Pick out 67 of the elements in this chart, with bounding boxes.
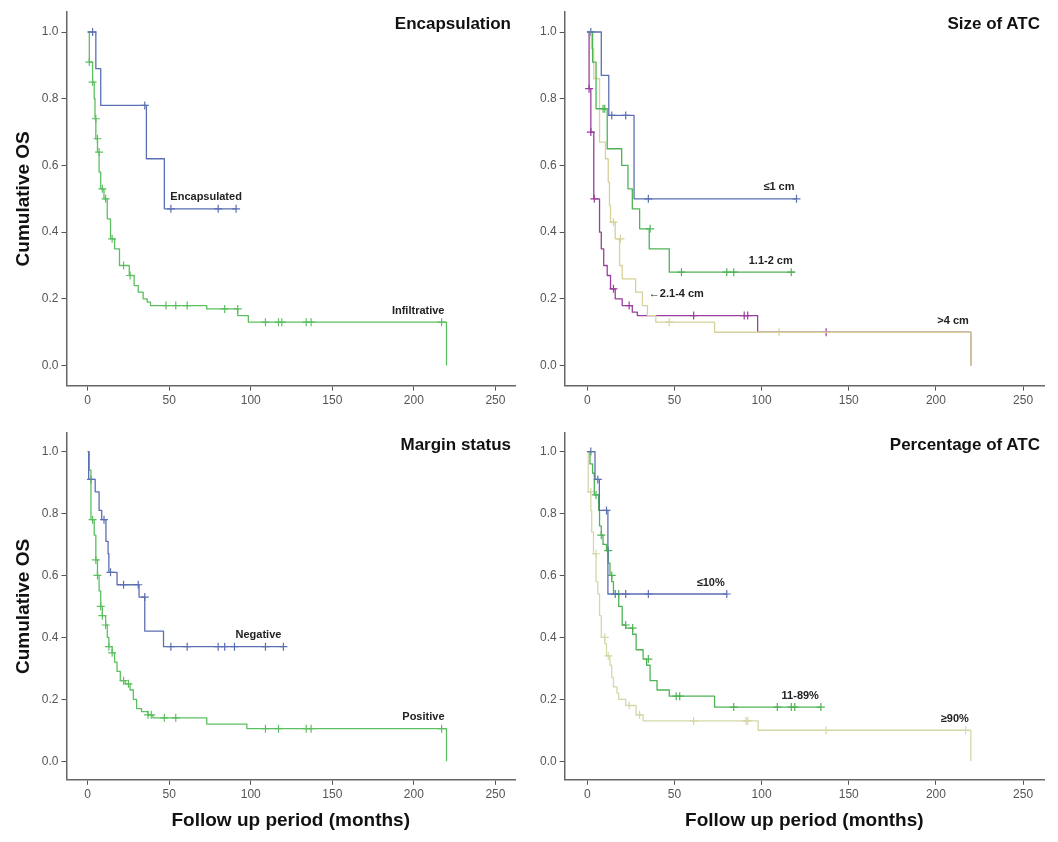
x-tick-label: 100 — [240, 393, 262, 408]
x-axis-title: Follow up period (months) — [171, 808, 411, 830]
series-label: Negative — [235, 628, 282, 641]
x-tick-label: 150 — [838, 393, 860, 408]
x-tick-label: 50 — [667, 787, 682, 802]
x-tick-label: 150 — [322, 393, 343, 408]
y-tick-label: 0.2 — [41, 691, 59, 706]
y-tick-label: 0.4 — [539, 224, 557, 239]
y-tick-label: 0.0 — [539, 357, 557, 372]
y-tick-label: 1.0 — [539, 443, 557, 458]
series-label: 11-89% — [781, 688, 820, 701]
y-tick-label: 0.2 — [539, 291, 557, 306]
x-tick-label: 250 — [485, 787, 506, 802]
y-tick-label: 0.0 — [41, 357, 59, 372]
series-label: ≤10% — [696, 575, 725, 588]
x-tick-label: 200 — [925, 787, 947, 802]
series-label: >4 cm — [937, 313, 970, 326]
y-tick-label: 0.0 — [539, 753, 557, 768]
chart-title: Size of ATC — [947, 14, 1040, 34]
x-axis-title: Follow up period (months) — [685, 808, 924, 830]
x-tick-label: 200 — [403, 393, 425, 408]
x-tick-label: 100 — [751, 393, 772, 408]
y-tick-label: 0.2 — [41, 291, 59, 306]
x-tick-label: 50 — [667, 393, 682, 408]
y-tick-label: 0.6 — [539, 157, 557, 172]
y-axis-title: Cumulative OS — [11, 131, 33, 267]
x-tick-label: 0 — [84, 393, 92, 408]
x-tick-label: 0 — [584, 787, 591, 802]
series-label: Infiltrative — [391, 303, 445, 316]
y-tick-label: 0.4 — [41, 224, 59, 239]
x-tick-label: 250 — [1013, 787, 1034, 802]
y-tick-label: 0.6 — [41, 567, 59, 582]
x-tick-label: 250 — [1013, 393, 1034, 408]
chart-title: Margin status — [400, 435, 511, 455]
y-tick-label: 0.8 — [41, 505, 59, 520]
x-tick-label: 250 — [485, 393, 506, 408]
x-tick-label: 150 — [322, 787, 343, 802]
x-tick-label: 150 — [838, 787, 860, 802]
y-tick-label: 1.0 — [41, 24, 59, 39]
y-axis-title: Cumulative OS — [11, 538, 33, 674]
y-tick-label: 0.8 — [539, 505, 557, 520]
y-tick-label: 1.0 — [41, 443, 59, 458]
x-tick-label: 50 — [162, 393, 177, 408]
chart-title: Percentage of ATC — [889, 435, 1040, 455]
x-tick-label: 50 — [162, 787, 177, 802]
y-tick-label: 0.6 — [539, 567, 557, 582]
chart-title: Encapsulation — [394, 14, 511, 34]
y-tick-label: 0.8 — [41, 91, 59, 106]
y-tick-label: 0.4 — [41, 629, 59, 644]
y-tick-label: 0.2 — [539, 691, 557, 706]
series-label: Positive — [402, 710, 445, 723]
y-tick-label: 0.4 — [539, 629, 557, 644]
x-tick-label: 200 — [403, 787, 425, 802]
series-label: ≤1 cm — [763, 180, 795, 193]
annotation: ←2.1-4 cm — [648, 286, 705, 299]
x-tick-label: 100 — [751, 787, 772, 802]
y-tick-label: 0.8 — [539, 91, 557, 106]
x-tick-label: 200 — [925, 393, 947, 408]
x-tick-label: 100 — [240, 787, 262, 802]
x-tick-label: 0 — [584, 393, 591, 408]
y-tick-label: 1.0 — [539, 24, 557, 39]
y-tick-label: 0.0 — [41, 753, 59, 768]
series-label: Encapsulated — [170, 190, 242, 203]
series-label: ≥90% — [940, 711, 970, 724]
x-tick-label: 0 — [84, 787, 92, 802]
y-tick-label: 0.6 — [41, 157, 59, 172]
series-label: 1.1-2 cm — [748, 253, 793, 266]
